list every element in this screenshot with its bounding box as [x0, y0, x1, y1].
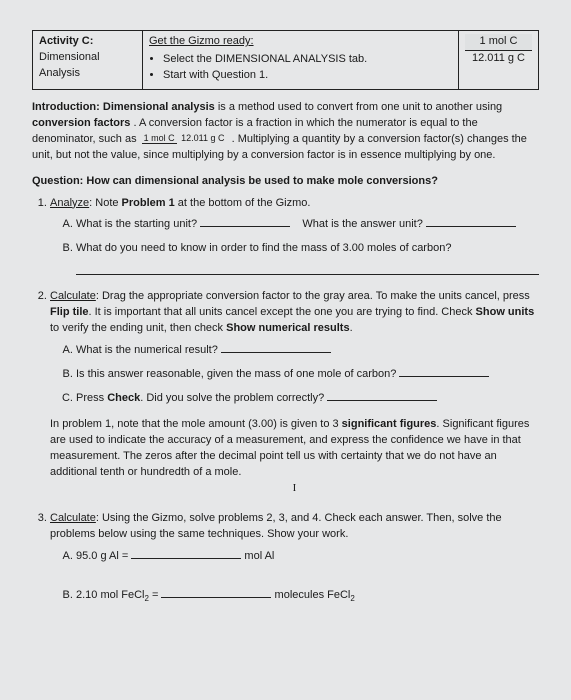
question-label: Question: — [32, 175, 83, 187]
item-3: Calculate: Using the Gizmo, solve proble… — [50, 511, 539, 606]
item-2b: Is this answer reasonable, given the mas… — [76, 367, 539, 383]
item-1a: What is the starting unit? What is the a… — [76, 217, 539, 233]
blank-2b[interactable] — [399, 367, 489, 377]
activity-label: Activity C: — [39, 34, 136, 50]
item-3-lead: Calculate — [50, 512, 96, 524]
item-2a: What is the numerical result? — [76, 343, 539, 359]
item-3a: 95.0 g Al = mol Al — [76, 549, 539, 565]
question-text: How can dimensional analysis be used to … — [86, 175, 438, 187]
blank-3b[interactable] — [161, 588, 271, 598]
header-right: 1 mol C 12.011 g C — [458, 31, 538, 89]
question-line: Question: How can dimensional analysis b… — [32, 174, 539, 190]
term-conversion-factors: conversion factors — [32, 117, 130, 129]
fraction-example: 1 mol C 12.011 g C — [142, 134, 227, 143]
header-right-1: 1 mol C — [465, 34, 532, 51]
fraction-top: 1 mol C — [142, 133, 177, 144]
blank-1a-2[interactable] — [426, 217, 516, 227]
term-sig-figs: significant figures — [342, 418, 437, 430]
blank-2c[interactable] — [327, 391, 437, 401]
blank-3a[interactable] — [131, 549, 241, 559]
blank-2a[interactable] — [221, 343, 331, 353]
term-dimensional-analysis: Dimensional analysis — [103, 101, 215, 113]
get-ready-label: Get the Gizmo ready: — [149, 35, 254, 47]
intro-paragraph: Introduction: Dimensional analysis is a … — [32, 100, 539, 164]
item-2c: Press Check. Did you solve the problem c… — [76, 391, 539, 407]
ready-item-1: Select the DIMENSIONAL ANALYSIS tab. — [163, 52, 452, 68]
item-2-note: In problem 1, note that the mole amount … — [50, 417, 539, 481]
header-right-2: 12.011 g C — [465, 51, 532, 67]
item-2-lead: Calculate — [50, 290, 96, 302]
ready-list: Select the DIMENSIONAL ANALYSIS tab. Sta… — [163, 52, 452, 84]
show-units: Show units — [476, 306, 535, 318]
header-table: Activity C: Dimensional Analysis Get the… — [32, 30, 539, 90]
header-left: Activity C: Dimensional Analysis — [33, 31, 143, 89]
show-numerical-results: Show numerical results — [226, 322, 349, 334]
item-1-lead: Analyze — [50, 197, 89, 209]
activity-title-2: Analysis — [39, 66, 136, 82]
item-3b: 2.10 mol FeCl2 = molecules FeCl2 — [76, 588, 539, 605]
item-1: Analyze: Note Problem 1 at the bottom of… — [50, 196, 539, 276]
blank-1b[interactable] — [76, 263, 539, 275]
blank-1a-1[interactable] — [200, 217, 290, 227]
fraction-bot: 12.011 g C — [179, 133, 226, 143]
item-2-sublist: What is the numerical result? Is this an… — [50, 343, 539, 407]
item-3-sublist: 95.0 g Al = mol Al 2.10 mol FeCl2 = mole… — [50, 549, 539, 606]
worksheet-page: Activity C: Dimensional Analysis Get the… — [0, 0, 571, 700]
flip-tile: Flip tile — [50, 306, 89, 318]
text-cursor-icon: I — [293, 482, 297, 494]
item-2: Calculate: Drag the appropriate conversi… — [50, 289, 539, 496]
main-list: Analyze: Note Problem 1 at the bottom of… — [32, 196, 539, 606]
check-button-ref: Check — [107, 392, 140, 404]
header-middle: Get the Gizmo ready: Select the DIMENSIO… — [143, 31, 458, 89]
ready-item-2: Start with Question 1. — [163, 68, 452, 84]
item-1b: What do you need to know in order to fin… — [76, 241, 539, 275]
item-1-sublist: What is the starting unit? What is the a… — [50, 217, 539, 275]
problem-1-ref: Problem 1 — [122, 197, 175, 209]
intro-label: Introduction: — [32, 101, 100, 113]
activity-title-1: Dimensional — [39, 50, 136, 66]
